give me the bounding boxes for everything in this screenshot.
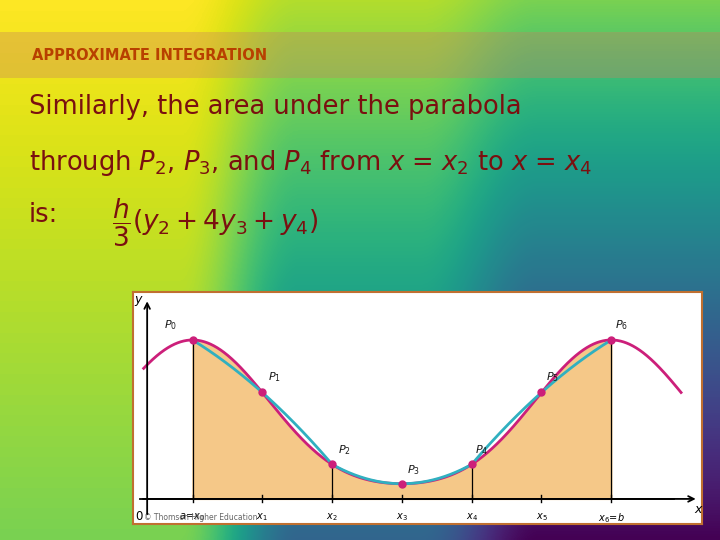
Text: $x$: $x$ [693, 503, 703, 516]
Bar [0, 32, 720, 78]
Text: $x_1$: $x_1$ [256, 511, 268, 523]
Text: $a\!=\!x_0$: $a\!=\!x_0$ [179, 511, 206, 523]
Text: APPROXIMATE INTEGRATION: APPROXIMATE INTEGRATION [32, 48, 268, 63]
Text: $x_2$: $x_2$ [326, 511, 338, 523]
Text: $P_2$: $P_2$ [338, 444, 351, 457]
Text: $P_5$: $P_5$ [546, 370, 559, 384]
Text: $y$: $y$ [134, 294, 144, 308]
Text: Similarly, the area under the parabola: Similarly, the area under the parabola [29, 94, 521, 120]
Text: $x_5$: $x_5$ [536, 511, 547, 523]
Text: through $\mathit{P}_2$, $\mathit{P}_3$, and $\mathit{P}_4$ from $\mathit{x}$ = $: through $\mathit{P}_2$, $\mathit{P}_3$, … [29, 148, 592, 179]
Text: 0: 0 [135, 510, 143, 523]
Text: $x_6\!=\!b$: $x_6\!=\!b$ [598, 511, 625, 525]
Text: $P_6$: $P_6$ [616, 318, 629, 332]
Text: $x_3$: $x_3$ [396, 511, 408, 523]
Text: $P_0$: $P_0$ [164, 318, 177, 332]
Text: $P_4$: $P_4$ [475, 444, 488, 457]
Text: $P_3$: $P_3$ [408, 463, 420, 477]
Text: is:: is: [29, 202, 58, 228]
Text: © Thomson Higher Education: © Thomson Higher Education [144, 514, 257, 522]
Text: $P_1$: $P_1$ [268, 370, 281, 384]
Text: $x_4$: $x_4$ [466, 511, 477, 523]
Text: $\dfrac{h}{3}(y_2 + 4y_3 + y_4)$: $\dfrac{h}{3}(y_2 + 4y_3 + y_4)$ [112, 197, 318, 249]
